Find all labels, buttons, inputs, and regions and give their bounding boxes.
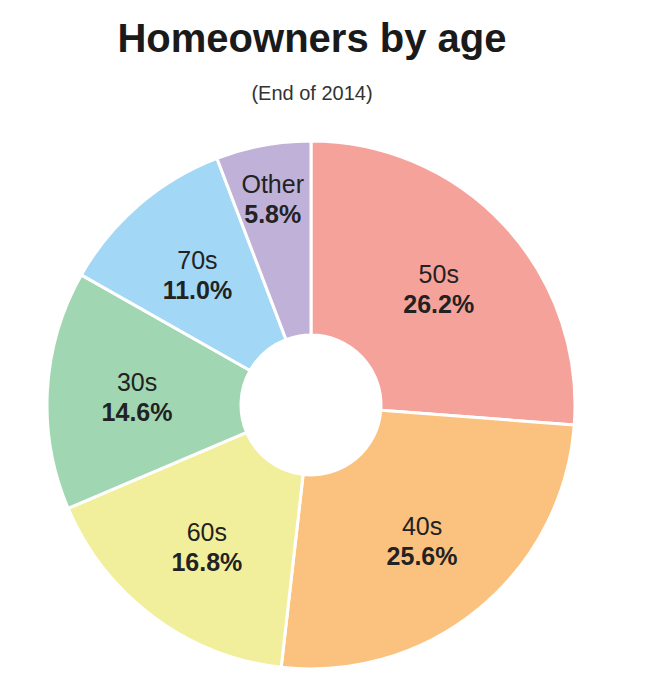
chart-container: Homeowners by age (End of 2014) 50s26.2% 40…: [0, 0, 650, 692]
subtitle: (End of 2014): [251, 82, 372, 104]
slice-category: 40s: [402, 512, 442, 540]
slice-category: 50s: [419, 260, 459, 288]
slice: [281, 410, 574, 669]
chart: Homeowners by age (End of 2014) 50s26.2% 40…: [0, 0, 650, 692]
slice-value: 11.0%: [163, 276, 233, 304]
slice-value: 5.8%: [244, 200, 301, 228]
slice: [217, 141, 311, 340]
slice-value: 26.2%: [403, 290, 474, 318]
title: Homeowners by age: [117, 16, 506, 60]
slice-category: 60s: [187, 518, 227, 546]
slice-category: 70s: [177, 246, 217, 274]
labels: 50s26.2% 40s25.6% 60s16.8% 30s14.6% 70s11.0%…: [102, 170, 475, 575]
slice-value: 16.8%: [171, 548, 242, 576]
slices: [47, 141, 575, 669]
slice: [311, 141, 575, 425]
slice-value: 25.6%: [387, 542, 458, 570]
slice-category: 30s: [117, 368, 157, 396]
slice-value: 14.6%: [102, 398, 173, 426]
slice-category: Other: [241, 170, 304, 198]
